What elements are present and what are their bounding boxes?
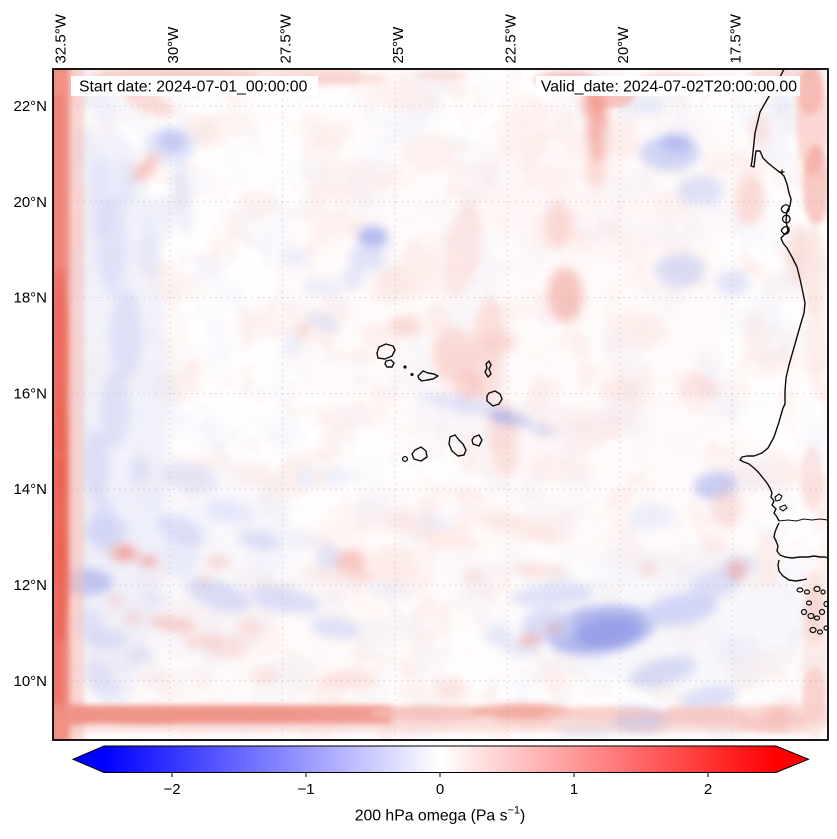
svg-text:Start date: 2024-07-01_00:00:0: Start date: 2024-07-01_00:00:00: [79, 79, 308, 96]
svg-text:17.5°W: 17.5°W: [728, 13, 745, 63]
svg-text:22°N: 22°N: [13, 98, 47, 115]
svg-text:2: 2: [704, 781, 712, 798]
svg-text:22.5°W: 22.5°W: [503, 13, 520, 63]
svg-text:14°N: 14°N: [13, 481, 47, 498]
svg-text:27.5°W: 27.5°W: [278, 13, 295, 63]
svg-text:18°N: 18°N: [13, 290, 47, 307]
svg-text:−1: −1: [297, 781, 314, 798]
svg-text:32.5°W: 32.5°W: [53, 13, 70, 63]
svg-text:10°N: 10°N: [13, 673, 47, 690]
svg-text:200 hPa omega (Pa s−1): 200 hPa omega (Pa s−1): [355, 805, 526, 825]
svg-text:0: 0: [436, 781, 444, 798]
svg-text:20°W: 20°W: [615, 26, 632, 64]
svg-text:12°N: 12°N: [13, 577, 47, 594]
svg-text:1: 1: [570, 781, 578, 798]
svg-text:20°N: 20°N: [13, 194, 47, 211]
svg-text:25°W: 25°W: [390, 26, 407, 64]
svg-text:16°N: 16°N: [13, 385, 47, 402]
svg-text:Valid_date: 2024-07-02T20:00:0: Valid_date: 2024-07-02T20:00:00.00: [541, 79, 797, 96]
svg-text:30°W: 30°W: [165, 26, 182, 64]
svg-text:−2: −2: [163, 781, 180, 798]
